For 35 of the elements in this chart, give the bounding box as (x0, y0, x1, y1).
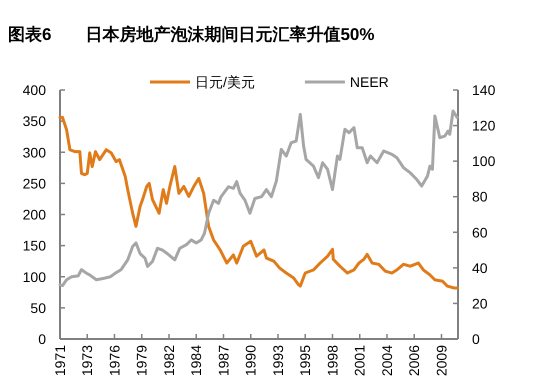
x-tick-label: 1993 (270, 344, 286, 376)
y-tick-label: 250 (22, 175, 46, 192)
y2-tick-label: 80 (472, 188, 488, 205)
x-tick-label: 1998 (324, 344, 340, 376)
y2-tick-label: 20 (472, 295, 488, 312)
x-tick-label: 2001 (352, 344, 368, 376)
chart-title: 图表6 日本房地产泡沫期间日元汇率升值50% (8, 25, 374, 44)
y2-tick-label: 0 (472, 331, 480, 347)
x-tick-label: 1990 (242, 344, 259, 376)
y-tick-label: 100 (22, 268, 46, 285)
x-tick-label: 2009 (433, 344, 450, 376)
x-tick-label: 1971 (52, 344, 68, 376)
y-tick-label: 200 (22, 206, 46, 222)
legend-label: 日元/美元 (195, 74, 255, 90)
x-tick-label: 2006 (406, 344, 422, 376)
y2-tick-label: 120 (472, 118, 496, 134)
x-tick-label: 1987 (215, 344, 232, 376)
y2-tick-label: 60 (472, 224, 488, 240)
y-tick-label: 50 (30, 300, 46, 316)
y-tick-label: 150 (22, 238, 46, 254)
x-tick-label: 1995 (297, 344, 314, 376)
y-tick-label: 400 (22, 82, 46, 98)
y2-tick-label: 100 (472, 153, 496, 170)
legend-label: NEER (350, 74, 389, 90)
x-tick-label: 1984 (188, 344, 204, 376)
y-tick-label: 350 (22, 113, 46, 130)
x-tick-label: 1979 (134, 344, 150, 376)
x-tick-label: 1973 (79, 344, 96, 376)
x-tick-label: 1976 (106, 344, 122, 376)
y2-tick-label: 140 (472, 82, 496, 98)
x-tick-label: 2004 (378, 344, 395, 376)
y2-tick-label: 40 (472, 260, 488, 276)
y-tick-label: 0 (38, 331, 46, 347)
y-tick-label: 300 (22, 144, 46, 160)
x-tick-label: 1982 (160, 344, 177, 376)
